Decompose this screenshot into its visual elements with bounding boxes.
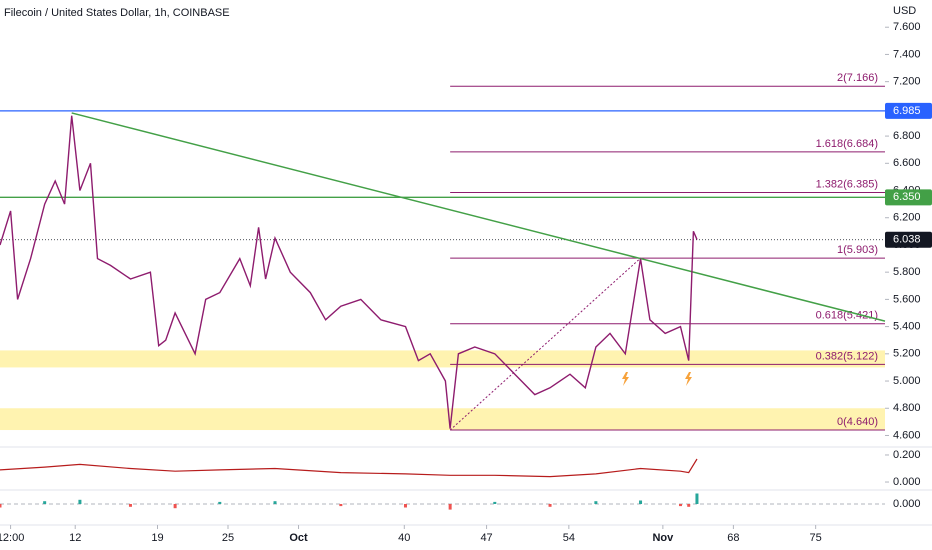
hist-bar — [639, 500, 643, 504]
oscillator-line — [0, 458, 698, 478]
hist-bar — [218, 501, 222, 504]
hist-bar — [43, 501, 47, 504]
y-tick-label: 7.200 — [893, 76, 921, 88]
support-zone — [0, 408, 885, 431]
hist-bar — [678, 504, 682, 507]
hist-tick-label: 0.000 — [893, 498, 921, 510]
x-tick-label: 19 — [151, 532, 163, 544]
x-tick-label: 75 — [810, 532, 822, 544]
price-line-series — [0, 115, 698, 429]
price-label-box — [885, 189, 932, 206]
hist-bar — [173, 504, 177, 509]
x-tick-label: 54 — [563, 532, 575, 544]
hist-bar — [128, 504, 132, 507]
fib-label: 1.382(6.385) — [816, 178, 878, 190]
trend-line — [71, 112, 886, 322]
y-tick-label: 4.600 — [893, 429, 921, 441]
y-tick-label: 7.600 — [893, 21, 921, 33]
y-tick-label: 5.400 — [893, 321, 921, 333]
osc-tick-label: 0.000 — [893, 476, 921, 488]
hist-bar — [493, 501, 497, 504]
hist-bar — [448, 504, 452, 510]
x-tick-label: 47 — [480, 532, 492, 544]
hist-bar — [687, 504, 691, 507]
price-label: 6.038 — [893, 234, 921, 246]
x-tick-label: 25 — [222, 532, 234, 544]
zones — [0, 350, 885, 431]
y-tick-label: 6.800 — [893, 130, 921, 142]
fib-label: 0.618(5.421) — [816, 310, 878, 322]
y-tick-label: 7.400 — [893, 48, 921, 60]
hist-bar — [548, 504, 552, 507]
hist-bar — [273, 501, 277, 504]
lightning-icon — [685, 372, 692, 386]
y-tick-label: 4.800 — [893, 402, 921, 414]
y-tick-label: 5.800 — [893, 266, 921, 278]
alert-icons — [622, 372, 692, 386]
hist-bar — [594, 501, 598, 504]
y-tick-label: 5.000 — [893, 375, 921, 387]
price-label-box — [885, 231, 932, 248]
fib-label: 0.382(5.122) — [816, 350, 878, 362]
fib-label: 0(4.640) — [837, 416, 878, 428]
hist-bar — [78, 499, 82, 504]
price-label: 6.985 — [893, 105, 921, 117]
y-tick-label: 5.200 — [893, 348, 921, 360]
fib-label: 1(5.903) — [837, 244, 878, 256]
price-label-box — [885, 102, 932, 119]
x-tick-label: 68 — [727, 532, 739, 544]
projection-line — [449, 257, 641, 431]
x-tick-label: 12 — [69, 532, 81, 544]
lightning-icon — [622, 372, 629, 386]
x-tick-label: 12:00 — [0, 532, 24, 544]
y-tick-label: 6.600 — [893, 157, 921, 169]
hist-bar — [403, 504, 407, 508]
x-tick-label: Oct — [289, 532, 308, 544]
osc-tick-label: 0.200 — [893, 449, 921, 461]
hist-bar — [339, 504, 343, 507]
price-label: 6.350 — [893, 191, 921, 203]
y-tick-label: 5.600 — [893, 293, 921, 305]
chart-title: Filecoin / United States Dollar, 1h, COI… — [4, 7, 230, 19]
currency-label: USD — [893, 5, 916, 17]
fib-label: 1.618(6.684) — [816, 138, 878, 150]
x-tick-label: Nov — [652, 532, 674, 544]
support-zone — [0, 350, 885, 368]
hist-bar — [695, 493, 699, 504]
x-tick-label: 40 — [398, 532, 410, 544]
hist-bar — [0, 504, 2, 508]
fib-label: 2(7.166) — [837, 72, 878, 84]
y-tick-label: 6.200 — [893, 212, 921, 224]
